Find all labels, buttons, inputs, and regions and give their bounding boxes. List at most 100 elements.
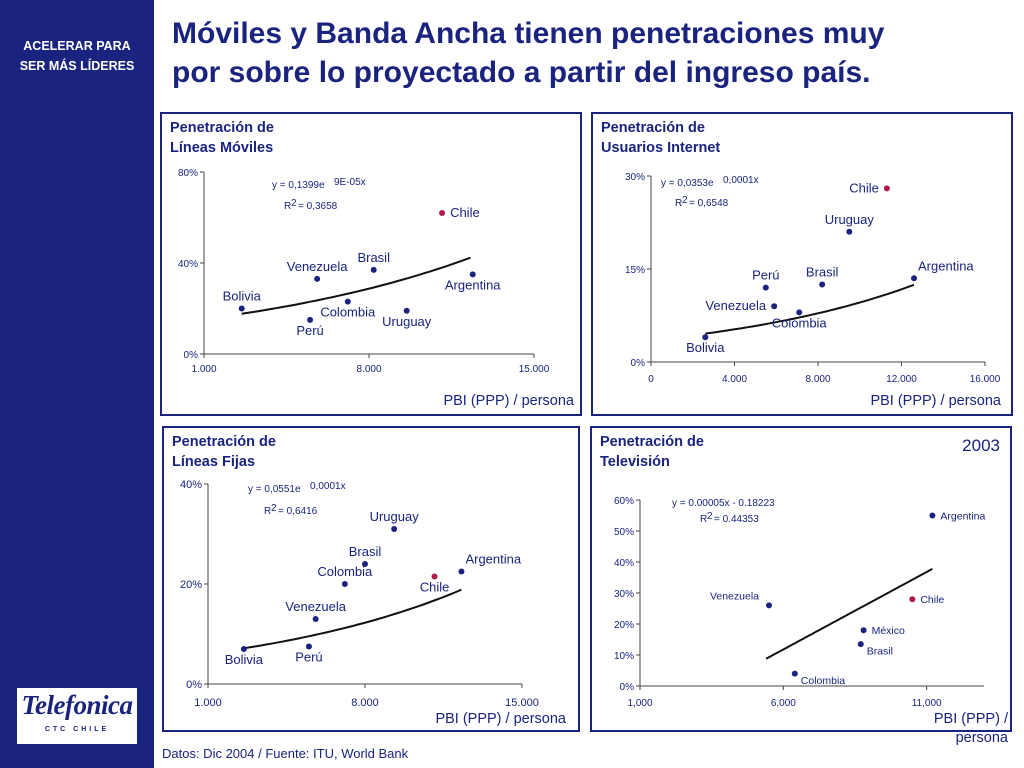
x-tick-label: 12.000 xyxy=(886,374,917,385)
x-axis-label-line1: PBI (PPP) / xyxy=(934,710,1008,729)
x-tick-label: 16.000 xyxy=(970,374,1001,385)
point-label: Bolivia xyxy=(225,652,264,667)
trend-equation: y = 0,0353e xyxy=(661,178,714,189)
point-label: Colombia xyxy=(772,315,828,330)
chart-moviles: 0% 40% 80% 1.000 8.000 15.000 y = 0,1399e 9E-05… xyxy=(162,114,580,414)
y-tick-label: 80% xyxy=(178,168,198,179)
y-tick-label: 40% xyxy=(178,259,198,270)
data-point-venezuela xyxy=(766,602,772,608)
r-squared-sup: 2 xyxy=(271,503,277,514)
data-point-venezuela xyxy=(771,303,777,309)
data-point-venezuela xyxy=(314,276,320,282)
data-point-brasil xyxy=(819,282,825,288)
x-axis-label: PBI (PPP) / persona xyxy=(934,710,1008,748)
data-point-chile xyxy=(439,210,445,216)
x-tick-label: 1.000 xyxy=(194,697,222,709)
point-label: Venezuela xyxy=(285,599,346,614)
x-axis-label: PBI (PPP) / persona xyxy=(435,710,566,729)
y-tick-label: 50% xyxy=(614,527,634,538)
point-label: Venezuela xyxy=(287,259,348,274)
y-tick-label: 60% xyxy=(614,496,634,507)
y-tick-label: 15% xyxy=(625,265,645,276)
point-label: Perú xyxy=(296,323,323,338)
r-squared-value: = 0,3658 xyxy=(298,201,338,212)
point-label: Argentina xyxy=(940,511,985,523)
chart-television: 0% 10% 20% 30% 40% 50% 60% 1,000 6,000 11,000 y = … xyxy=(592,428,1010,730)
r-squared-value: = 0,6416 xyxy=(278,506,318,517)
point-label: Perú xyxy=(295,650,322,665)
point-label: Perú xyxy=(752,268,779,283)
y-tick-label: 0% xyxy=(631,358,646,369)
y-tick-label: 0% xyxy=(186,679,202,691)
source-footer: Datos: Dic 2004 / Fuente: ITU, World Ban… xyxy=(162,746,408,761)
r-squared-value: = 0,6548 xyxy=(689,198,729,209)
title-line1: Móviles y Banda Ancha tienen penetracion… xyxy=(172,14,1012,53)
point-label: Argentina xyxy=(918,258,974,273)
x-tick-label: 0 xyxy=(648,374,654,385)
point-label: Brasil xyxy=(867,646,893,658)
logo-wordmark: Telefonica xyxy=(17,690,137,721)
point-label: Bolivia xyxy=(223,289,262,304)
panel-fijas: Penetración de Líneas Fijas 0% 20% 40% 1.00… xyxy=(162,426,580,732)
point-label: Uruguay xyxy=(825,212,875,227)
chart-internet: 0% 15% 30% 0 4.000 8.000 12.000 16.000 y = 0,035… xyxy=(593,114,1011,414)
data-point-brasil xyxy=(858,641,864,647)
data-point-colombia xyxy=(342,581,348,587)
r-squared-sup: 2 xyxy=(707,511,713,522)
data-point-uruguay xyxy=(846,229,852,235)
data-point-venezuela xyxy=(313,616,319,622)
point-label: Brasil xyxy=(357,250,390,265)
data-point-méxico xyxy=(861,627,867,633)
y-tick-label: 20% xyxy=(614,620,634,631)
point-label: Chile xyxy=(920,594,944,606)
point-label: Argentina xyxy=(465,552,521,567)
data-point-argentina xyxy=(911,275,917,281)
chart-fijas: 0% 20% 40% 1.000 8.000 15.000 y = 0,0551e 0,000… xyxy=(164,428,578,730)
point-label: Chile xyxy=(420,580,450,595)
point-label: Chile xyxy=(450,205,480,220)
x-tick-label: 11,000 xyxy=(912,698,942,709)
trend-equation: y = 0,1399e xyxy=(272,180,325,191)
data-point-brasil xyxy=(371,267,377,273)
y-tick-label: 10% xyxy=(614,651,634,662)
page-title: Móviles y Banda Ancha tienen penetracion… xyxy=(172,14,1012,92)
r-squared-sup: 2 xyxy=(682,195,688,206)
point-label: Colombia xyxy=(801,675,846,687)
point-label: Argentina xyxy=(445,277,501,292)
sidebar-tagline: ACELERAR PARA SER MÁS LÍDERES xyxy=(0,36,154,76)
point-label: Brasil xyxy=(806,265,839,280)
data-point-colombia xyxy=(792,671,798,677)
trend-equation: y = 0.00005x - 0.18223 xyxy=(672,498,775,509)
data-point-bolivia xyxy=(239,306,245,312)
x-tick-label: 1,000 xyxy=(627,698,652,709)
trend-equation: y = 0,0551e xyxy=(248,484,301,495)
panel-television: Penetración de Televisión 2003 0% 10% 20% 3… xyxy=(590,426,1012,732)
trend-equation-exponent: 9E-05x xyxy=(334,177,366,188)
y-tick-label: 40% xyxy=(614,558,634,569)
point-label: Brasil xyxy=(349,544,382,559)
trend-equation-exponent: 0,0001x xyxy=(310,481,346,492)
point-label: México xyxy=(872,625,905,637)
data-point-argentina xyxy=(458,569,464,575)
point-label: Bolivia xyxy=(686,340,725,355)
panel-internet: Penetración de Usuarios Internet 0% 15% 30… xyxy=(591,112,1013,416)
r-squared-value: = 0.44353 xyxy=(714,514,759,525)
data-point-argentina xyxy=(929,513,935,519)
point-label: Uruguay xyxy=(370,509,420,524)
x-tick-label: 6,000 xyxy=(771,698,796,709)
point-label: Venezuela xyxy=(710,590,759,602)
title-line2: por sobre lo proyectado a partir del ing… xyxy=(172,53,1012,92)
data-point-brasil xyxy=(362,561,368,567)
y-tick-label: 20% xyxy=(180,579,202,591)
x-tick-label: 8.000 xyxy=(356,364,381,375)
x-tick-label: 8.000 xyxy=(805,374,830,385)
sidebar: ACELERAR PARA SER MÁS LÍDERES Telefonica… xyxy=(0,0,154,768)
point-label: Chile xyxy=(849,180,879,195)
tagline-line1: ACELERAR PARA xyxy=(0,36,154,56)
trend-line xyxy=(244,590,462,649)
y-tick-label: 40% xyxy=(180,479,202,491)
y-tick-label: 0% xyxy=(620,682,635,693)
data-point-uruguay xyxy=(391,526,397,532)
y-tick-label: 30% xyxy=(614,589,634,600)
y-tick-label: 30% xyxy=(625,172,645,183)
